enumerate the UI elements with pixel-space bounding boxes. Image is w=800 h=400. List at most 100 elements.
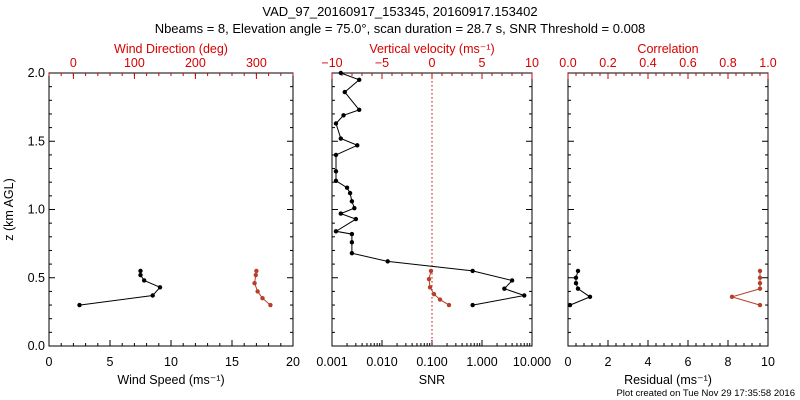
panel-frame [48, 72, 294, 347]
data-point [357, 107, 362, 113]
y-tick-label: 0.0 [28, 339, 45, 353]
data-point [757, 302, 763, 308]
y-tick-label: 1.5 [28, 134, 45, 148]
data-point [502, 286, 507, 291]
data-point [254, 268, 259, 274]
panel-2: 0.001 0.010 0.100 1.000 10.000 SNR −10 −5 0 5 10 Ve… [316, 42, 551, 387]
data-point [522, 293, 527, 298]
top-tick-label: −10 [321, 56, 342, 70]
data-point [253, 272, 258, 278]
data-point [268, 302, 273, 308]
footer-timestamp: Plot created on Tue Nov 29 17:35:58 2016 [616, 388, 795, 399]
data-point [333, 121, 339, 126]
x-axis-label: Residual (ms⁻¹) [624, 373, 712, 387]
panel-1: 0.0 0.5 1.0 1.5 2.0 z (km AGL) 0 5 10 15 20 Wind Sp… [2, 42, 300, 387]
data-point [349, 231, 355, 237]
x-tick-label: 1.000 [466, 355, 497, 369]
data-point [427, 285, 433, 290]
data-point [141, 278, 147, 283]
top-tick-label: 5 [479, 56, 486, 70]
x-axis-label: Wind Speed (ms⁻¹) [117, 373, 224, 387]
data-point [349, 199, 355, 204]
data-point [567, 302, 573, 308]
x-tick-label: 10 [761, 355, 775, 369]
x-tick-label: 0.100 [416, 355, 447, 369]
y-tick-label: 2.0 [28, 66, 45, 80]
y-tick-label: 1.0 [28, 203, 45, 217]
data-point [252, 281, 257, 286]
data-point [470, 302, 475, 308]
x-tick-label: 2 [605, 355, 612, 369]
top-axis-label: Vertical velocity (ms⁻¹) [369, 42, 494, 56]
top-tick-label: 0.4 [639, 56, 656, 70]
data-point [385, 259, 390, 264]
top-tick-label: 300 [246, 56, 267, 70]
data-point [757, 275, 763, 280]
data-point [446, 302, 452, 308]
data-point [138, 272, 143, 278]
data-point [138, 268, 143, 274]
figure-title-line1: VAD_97_20160917_153345, 20160917.153402 [262, 4, 537, 19]
data-point [757, 281, 763, 286]
data-point [349, 240, 355, 245]
data-point [509, 278, 515, 283]
x-axis-label: SNR [419, 373, 445, 387]
top-tick-label: 1.0 [759, 56, 776, 70]
data-point [431, 291, 437, 297]
x-tick-label: 20 [286, 355, 300, 369]
data-point [150, 293, 155, 298]
data-point [333, 229, 339, 234]
top-tick-label: 200 [185, 56, 206, 70]
data-point [757, 268, 763, 274]
data-point [338, 136, 344, 141]
data-point [353, 216, 359, 222]
data-point [344, 185, 350, 190]
y-tick-label: 0.5 [28, 271, 45, 285]
top-tick-label: −5 [375, 56, 389, 70]
figure-title-line2: Nbeams = 8, Elevation angle = 75.0°, sca… [155, 21, 646, 36]
data-point [575, 268, 581, 274]
data-point [342, 89, 347, 95]
x-tick-label: 0.001 [316, 355, 347, 369]
data-point [352, 205, 357, 211]
data-point [338, 70, 344, 76]
x-tick-label: 10 [164, 355, 178, 369]
data-point [575, 286, 581, 291]
series-line-1 [79, 270, 161, 306]
data-point [349, 250, 355, 256]
x-tick-label: 4 [645, 355, 652, 369]
data-point [333, 178, 339, 184]
x-tick-label: 0 [565, 355, 572, 369]
data-point [338, 211, 344, 216]
top-tick-label: 0.6 [679, 56, 696, 70]
x-tick-label: 0.010 [366, 355, 397, 369]
data-point [77, 302, 82, 308]
data-point [333, 169, 339, 174]
data-point [357, 77, 362, 83]
data-point [573, 275, 579, 280]
data-point [428, 268, 434, 274]
top-tick-label: 10 [525, 56, 539, 70]
top-axis-label: Wind Direction (deg) [114, 42, 228, 56]
top-tick-label: 0.0 [559, 56, 576, 70]
data-point [333, 152, 339, 158]
x-tick-label: 0 [46, 355, 53, 369]
data-point [470, 268, 475, 274]
top-axis-label: Correlation [637, 42, 698, 56]
data-point [347, 190, 353, 196]
data-point [587, 294, 593, 300]
x-tick-label: 10.000 [513, 355, 551, 369]
x-tick-label: 6 [685, 355, 692, 369]
data-point [260, 296, 265, 301]
top-tick-label: 100 [124, 56, 145, 70]
data-point [573, 281, 579, 286]
data-point [355, 143, 360, 148]
x-tick-label: 15 [225, 355, 239, 369]
panel-3: 0 2 4 6 8 10 Residual (ms⁻¹) 0.0 0.2 0.4 0.6 0.8 1.0… [559, 42, 776, 387]
series-line-2 [730, 270, 761, 306]
x-tick-label: 8 [725, 355, 732, 369]
data-point [341, 113, 346, 118]
top-tick-label: 0.2 [599, 56, 616, 70]
